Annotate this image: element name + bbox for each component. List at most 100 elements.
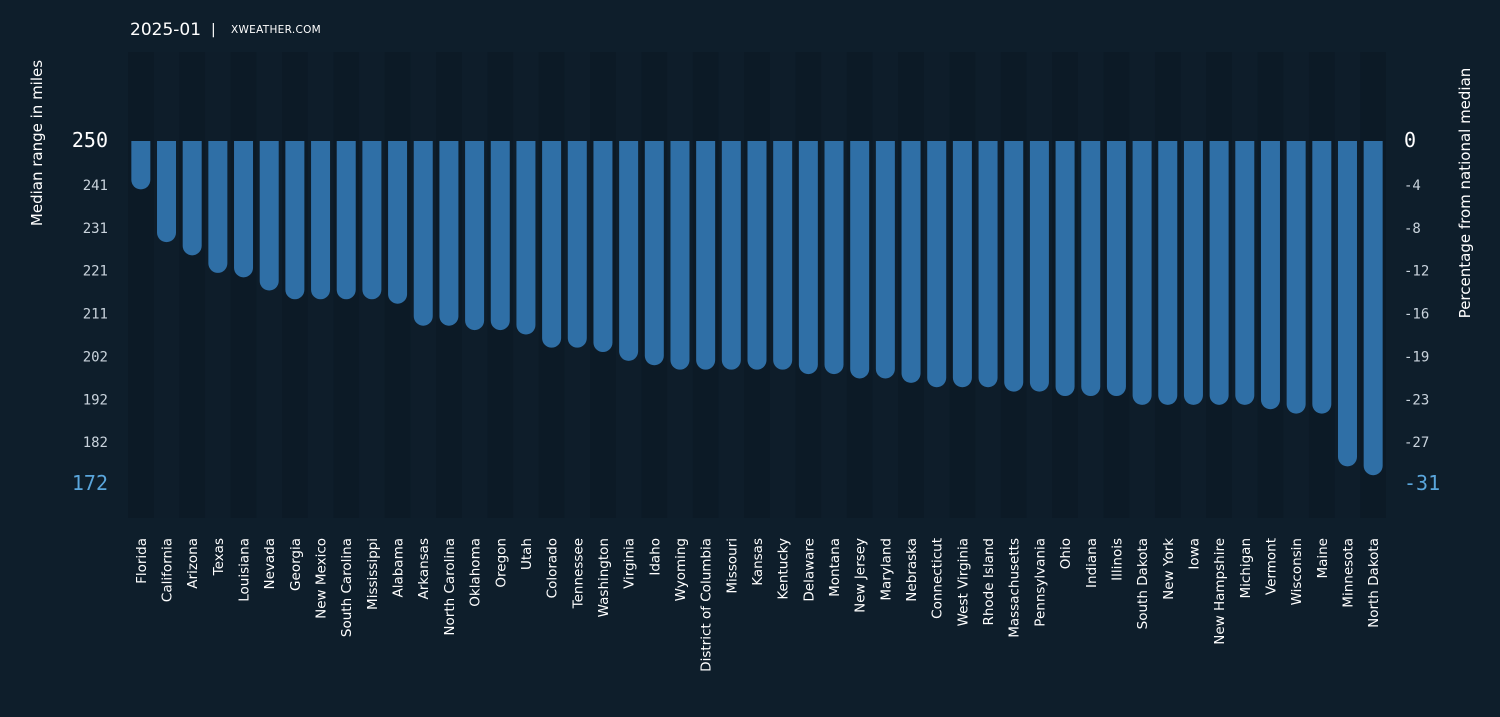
header-date: 2025-01 bbox=[130, 20, 201, 40]
bar-oklahoma bbox=[465, 141, 485, 331]
bar-louisiana bbox=[234, 141, 254, 278]
column-stripe bbox=[205, 52, 231, 518]
bar-colorado bbox=[542, 141, 562, 348]
x-tick-label: Indiana bbox=[1084, 538, 1100, 588]
x-tick-label: Minnesota bbox=[1340, 538, 1356, 608]
x-tick-label: New Jersey bbox=[853, 538, 869, 613]
x-tick-label: Pennsylvania bbox=[1032, 538, 1048, 627]
x-tick-label: Colorado bbox=[545, 538, 561, 598]
y-tick-right: -23 bbox=[1404, 392, 1429, 408]
bar-nebraska bbox=[901, 141, 921, 383]
x-tick-label: Vermont bbox=[1263, 538, 1279, 595]
bar-missouri bbox=[721, 141, 741, 370]
x-tick-label: Georgia bbox=[288, 538, 304, 591]
y-axis-title-right: Percentage from national median bbox=[1456, 68, 1474, 319]
x-tick-label: Nevada bbox=[262, 538, 278, 590]
y-tick-right: -31 bbox=[1404, 471, 1440, 495]
bar-maryland bbox=[875, 141, 895, 379]
x-tick-label: Michigan bbox=[1238, 538, 1254, 599]
bar-north-carolina bbox=[439, 141, 459, 326]
x-tick-label: Idaho bbox=[647, 538, 663, 576]
y-tick-left: 231 bbox=[83, 221, 108, 237]
bar-arizona bbox=[182, 141, 202, 256]
y-tick-right: -4 bbox=[1404, 178, 1421, 194]
x-tick-label: Arizona bbox=[185, 538, 201, 589]
y-tick-left: 182 bbox=[83, 435, 108, 451]
x-tick-label: Texas bbox=[211, 538, 227, 576]
bar-new-mexico bbox=[311, 141, 331, 300]
x-tick-label: Kansas bbox=[750, 538, 766, 586]
bar-connecticut bbox=[927, 141, 947, 388]
x-tick-label: Wyoming bbox=[673, 538, 689, 601]
y-tick-left: 172 bbox=[72, 471, 108, 495]
x-tick-label: District of Columbia bbox=[699, 538, 715, 672]
x-tick-label: Louisiana bbox=[237, 538, 253, 602]
bar-california bbox=[157, 141, 177, 243]
bar-arkansas bbox=[413, 141, 433, 326]
x-tick-label: North Carolina bbox=[442, 538, 458, 636]
x-tick-label: Wisconsin bbox=[1289, 538, 1305, 605]
bar-wyoming bbox=[670, 141, 690, 370]
bar-mississippi bbox=[362, 141, 382, 300]
x-tick-label: Alabama bbox=[391, 538, 407, 598]
header-source: XWEATHER.COM bbox=[231, 24, 321, 36]
y-tick-right: -27 bbox=[1404, 435, 1429, 451]
bar-washington bbox=[593, 141, 613, 353]
y-tick-left: 221 bbox=[83, 264, 108, 280]
bar-kansas bbox=[747, 141, 767, 370]
bar-pennsylvania bbox=[1029, 141, 1049, 392]
x-tick-label: California bbox=[160, 538, 176, 602]
x-tick-label: Illinois bbox=[1109, 538, 1125, 581]
y-tick-left: 250 bbox=[72, 128, 108, 152]
bar-new-york bbox=[1158, 141, 1178, 405]
x-tick-label: Oklahoma bbox=[468, 538, 484, 607]
bar-wisconsin bbox=[1286, 141, 1306, 414]
column-stripe bbox=[153, 52, 180, 518]
bar-massachusetts bbox=[1004, 141, 1024, 392]
x-tick-label: North Dakota bbox=[1366, 538, 1382, 628]
bar-south-dakota bbox=[1132, 141, 1152, 405]
bar-idaho bbox=[644, 141, 664, 366]
bar-illinois bbox=[1106, 141, 1126, 397]
bar-maine bbox=[1312, 141, 1332, 414]
bar-delaware bbox=[798, 141, 818, 375]
x-tick-label: Connecticut bbox=[930, 538, 946, 619]
x-tick-label: Mississippi bbox=[365, 538, 381, 610]
y-tick-left: 192 bbox=[83, 392, 108, 408]
bar-kentucky bbox=[773, 141, 793, 370]
bar-new-hampshire bbox=[1209, 141, 1229, 405]
x-tick-label: South Carolina bbox=[339, 538, 355, 637]
bar-vermont bbox=[1260, 141, 1280, 410]
x-tick-label: Rhode Island bbox=[981, 538, 997, 626]
y-axis-ticks-left: 250 241 231 221 211 202 192 182 172 bbox=[72, 128, 108, 495]
x-tick-label: Utah bbox=[519, 538, 535, 570]
x-tick-label: Missouri bbox=[724, 538, 740, 594]
bar-texas bbox=[208, 141, 228, 273]
x-tick-label: Maine bbox=[1315, 538, 1331, 579]
bar-michigan bbox=[1235, 141, 1255, 405]
header-separator: | bbox=[211, 22, 216, 38]
x-tick-label: New Mexico bbox=[314, 538, 330, 619]
x-tick-label: South Dakota bbox=[1135, 538, 1151, 629]
y-tick-right: 0 bbox=[1404, 128, 1416, 152]
bar-iowa bbox=[1183, 141, 1203, 405]
bar-north-dakota bbox=[1363, 141, 1383, 476]
x-axis-labels: Florida California Arizona Texas Louisiana Ne… bbox=[134, 538, 1382, 672]
x-tick-label: Iowa bbox=[1186, 538, 1202, 570]
x-tick-label: New Hampshire bbox=[1212, 538, 1228, 645]
y-tick-left: 211 bbox=[83, 307, 108, 323]
x-tick-label: Nebraska bbox=[904, 538, 920, 602]
bar-new-jersey bbox=[850, 141, 870, 379]
bar-indiana bbox=[1081, 141, 1101, 397]
x-tick-label: New York bbox=[1161, 538, 1177, 600]
y-tick-left: 241 bbox=[83, 178, 108, 194]
x-tick-label: Florida bbox=[134, 538, 150, 584]
x-tick-label: Kentucky bbox=[776, 538, 792, 600]
bar-virginia bbox=[619, 141, 639, 361]
bar-district-of-columbia bbox=[696, 141, 716, 370]
bar-ohio bbox=[1055, 141, 1075, 397]
x-tick-label: Delaware bbox=[801, 538, 817, 602]
y-tick-right: -19 bbox=[1404, 349, 1429, 365]
bar-nevada bbox=[259, 141, 279, 291]
